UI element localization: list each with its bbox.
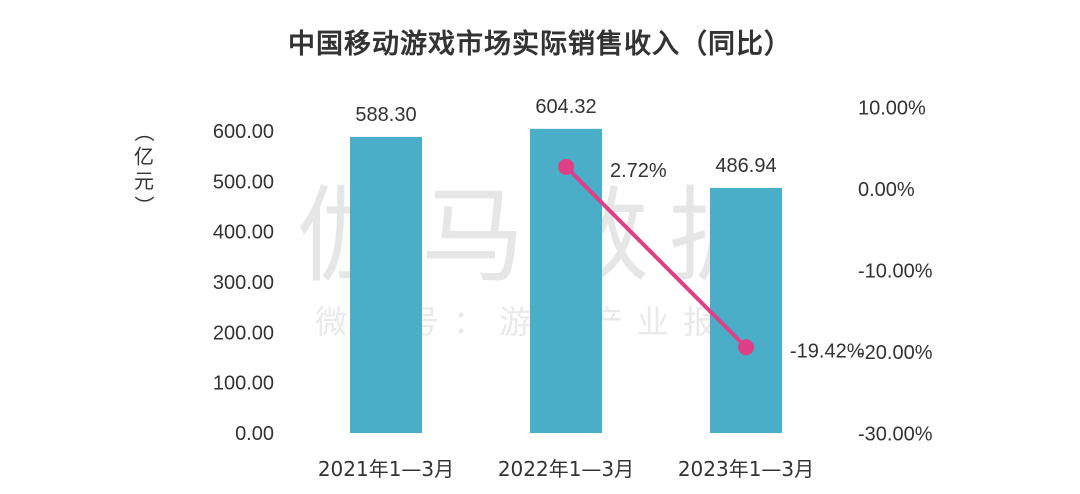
y-left-tick-label: 300.00 [213,272,274,294]
bar-value-label: 486.94 [715,155,776,177]
bar-3 [710,187,782,433]
y-left-label-char: 元 [134,169,154,193]
bar-value-label: 604.32 [535,96,596,118]
y-left-tick-label: 500.00 [213,171,274,193]
y-left-tick-label: 100.00 [213,373,274,395]
y-left-label-char: 亿 [134,145,154,169]
x-category-label: 2022年1—3月 [498,457,634,481]
y-right-tick-label: -10.00% [858,261,933,283]
growth-point [558,158,574,175]
y-left-tick-label: 200.00 [213,322,274,344]
growth-line [564,164,748,350]
y-right-tick-label: 10.00% [858,98,926,120]
bar-value-label: 588.30 [355,104,416,126]
y-left-label-char: ） [132,196,156,216]
y-left-label-char: （ [132,122,156,142]
y-left-tick-label: 0.00 [235,423,274,445]
growth-point [738,339,754,356]
line-layer: 2.72% -19.42% [558,158,865,362]
bar-1 [350,136,422,433]
y-right-tick-label: -20.00% [858,342,933,364]
chart-title: 中国移动游戏市场实际销售收入（同比） [288,29,792,60]
y-left-tick-label: 400.00 [213,222,274,244]
y-axis-left-label: （ 亿元 ） [132,122,156,216]
x-category-label: 2023年1—3月 [678,457,814,481]
y-right-tick-label: 0.00% [858,179,915,201]
x-category-label: 2021年1—3月 [318,457,454,481]
growth-value-label: 2.72% [610,160,667,182]
x-axis: 2021年1—3月 2022年1—3月 2023年1—3月 [318,457,814,481]
y-axis-right: 10.00% 0.00% -10.00% -20.00% -30.00% [858,98,933,446]
y-axis-left: 0.00 100.00 200.00 300.00 400.00 500.00 600.00 [213,121,274,445]
growth-value-label: -19.42% [790,340,865,362]
bar-2 [530,128,602,433]
y-left-tick-label: 600.00 [213,121,274,143]
bars-layer: 588.30 604.32 486.94 [350,96,782,433]
y-right-tick-label: -30.00% [858,424,933,446]
